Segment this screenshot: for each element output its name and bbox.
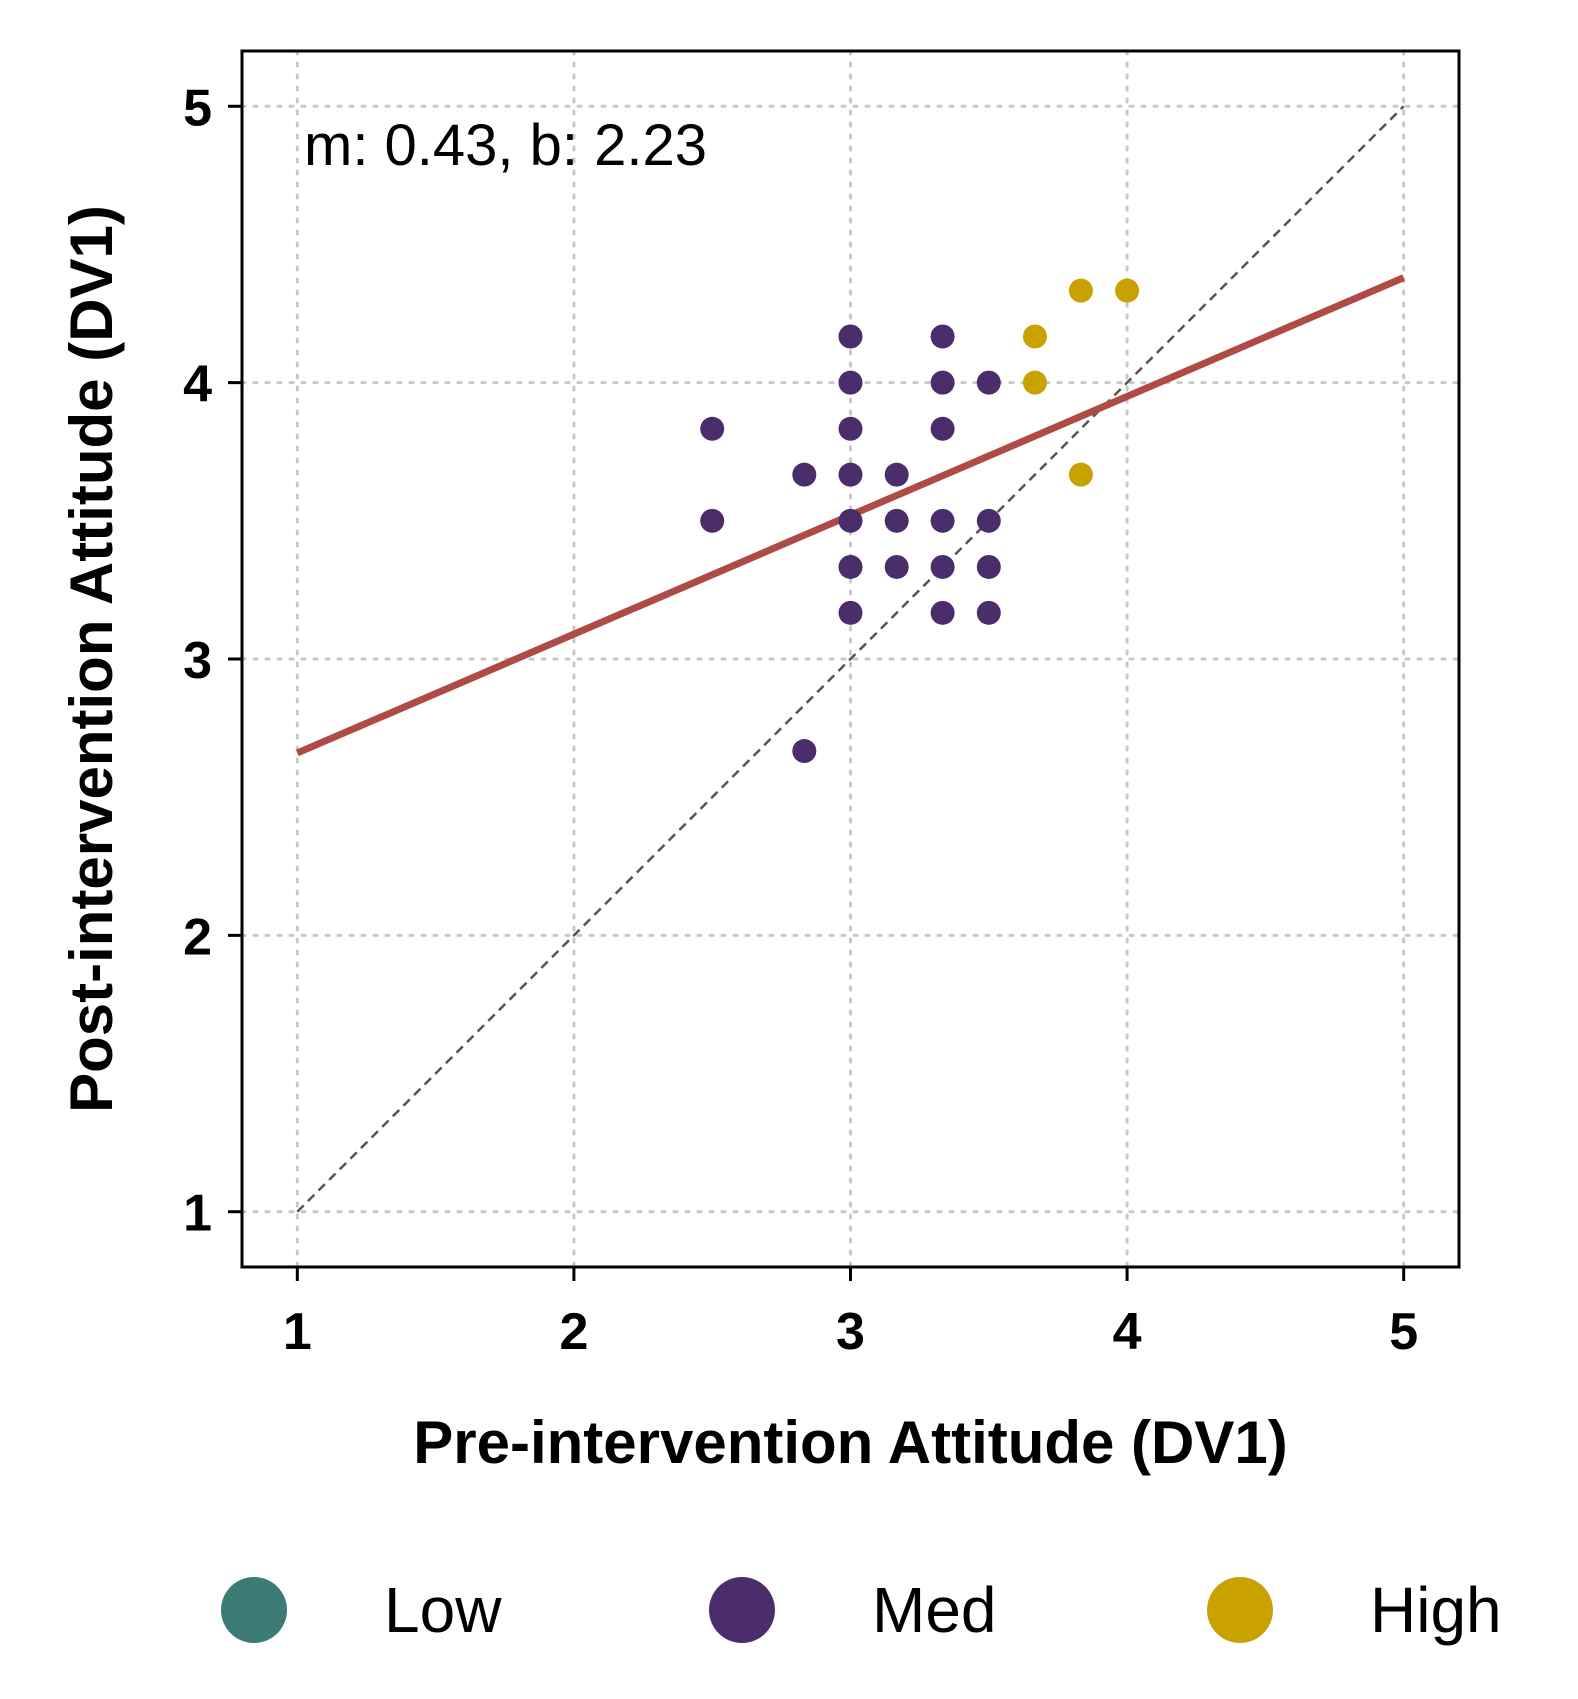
data-point-med — [838, 508, 863, 533]
identity-line — [296, 105, 1405, 1213]
data-point-med — [792, 739, 817, 764]
data-point-med — [930, 600, 955, 625]
fit-annotation: m: 0.43, b: 2.23 — [304, 113, 707, 178]
data-point-med — [838, 370, 863, 395]
data-point-med — [930, 416, 955, 441]
x-tick-label: 1 — [283, 1303, 312, 1361]
y-tick-label: 4 — [183, 356, 212, 414]
x-tick-label: 3 — [836, 1303, 865, 1361]
data-point-med — [884, 508, 909, 533]
data-point-high — [1115, 278, 1140, 303]
x-tick-label: 5 — [1389, 1303, 1418, 1361]
x-axis-label: Pre-intervention Attitude (DV1) — [413, 1409, 1287, 1476]
legend-marker-med — [709, 1577, 775, 1643]
data-point-med — [930, 324, 955, 349]
data-point-med — [700, 508, 725, 533]
ticks-layer: 1 2 3 4 5 1 2 3 4 5 — [183, 79, 1418, 1361]
data-point-med — [930, 370, 955, 395]
grid-layer — [240, 49, 1461, 1269]
y-tick-label: 3 — [183, 632, 212, 690]
data-point-high — [1022, 324, 1047, 349]
y-axis-label: Post-intervention Attitude (DV1) — [58, 205, 125, 1113]
points-layer — [700, 278, 1140, 764]
y-tick-label: 5 — [183, 79, 212, 137]
x-tick-label: 4 — [1113, 1303, 1142, 1361]
data-point-med — [838, 600, 863, 625]
data-point-med — [884, 462, 909, 487]
data-point-med — [976, 554, 1001, 579]
data-point-med — [930, 554, 955, 579]
data-point-med — [930, 508, 955, 533]
data-point-med — [884, 554, 909, 579]
data-point-high — [1068, 278, 1093, 303]
data-point-med — [976, 600, 1001, 625]
data-point-med — [838, 462, 863, 487]
legend-marker-low — [221, 1577, 287, 1643]
legend-marker-high — [1207, 1577, 1273, 1643]
data-point-med — [838, 554, 863, 579]
data-point-med — [792, 462, 817, 487]
data-point-med — [976, 508, 1001, 533]
data-point-med — [838, 324, 863, 349]
legend-label-low: Low — [384, 1574, 502, 1646]
data-point-high — [1022, 370, 1047, 395]
y-tick-label: 1 — [183, 1185, 212, 1243]
legend-label-high: High — [1370, 1574, 1502, 1646]
data-point-med — [976, 370, 1001, 395]
data-point-med — [700, 416, 725, 441]
data-point-high — [1068, 462, 1093, 487]
legend: Low Med High — [221, 1574, 1502, 1646]
y-tick-label: 2 — [183, 908, 212, 966]
legend-label-med: Med — [872, 1574, 997, 1646]
data-point-med — [838, 416, 863, 441]
x-tick-label: 2 — [559, 1303, 588, 1361]
